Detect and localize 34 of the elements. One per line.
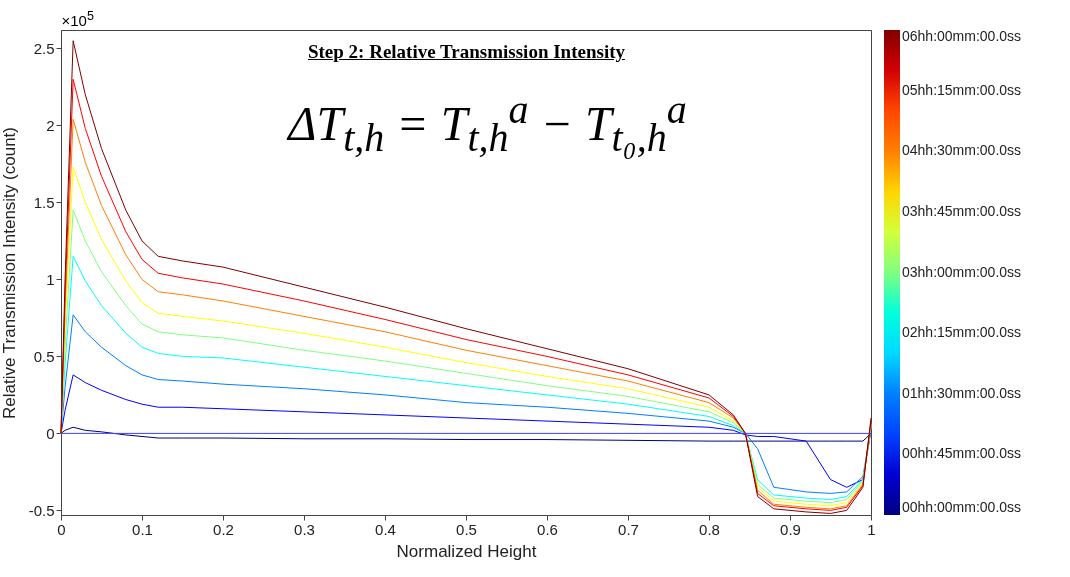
- x-tick-label: 0.5: [456, 520, 477, 538]
- color-bar-label: 06hh:00mm:00.0ss: [902, 28, 1022, 44]
- x-tick-label: 0.3: [294, 520, 315, 538]
- x-tick-label: 0.2: [213, 520, 234, 538]
- line-series: [60, 314, 872, 494]
- y-tick-label: -0.5: [28, 501, 55, 519]
- line-series: [60, 255, 872, 501]
- y-tick-label: 0: [46, 424, 55, 442]
- color-bar-label: 04hh:30mm:00.0ss: [902, 142, 1022, 159]
- x-tick-label: 0.7: [618, 520, 639, 538]
- color-bar-label: 03hh:00mm:00.0ss: [902, 263, 1022, 280]
- y-tick-label: 1.5: [33, 193, 55, 211]
- x-tick-label: 0.6: [537, 520, 558, 538]
- x-axis-title: Normalized Height: [396, 541, 537, 561]
- color-bar-label: 01hh:30mm:00.0ss: [902, 384, 1022, 401]
- text: ×10$^{5}$: [61, 8, 94, 29]
- line-series: [60, 374, 872, 488]
- x-tick-label: 0.4: [375, 520, 396, 538]
- x-tick-label: 0.1: [132, 520, 153, 538]
- x-tick-label: 1: [867, 520, 876, 538]
- y-tick-label: 2: [46, 116, 55, 134]
- color-bar-label: 00hh:00mm:00.0ss: [902, 499, 1022, 515]
- y-tick-label: 1: [46, 270, 55, 288]
- y-tick-label: 0.5: [33, 347, 55, 365]
- color-bar-label: 00hh:45mm:00.0ss: [902, 445, 1022, 462]
- y-tick-label: 2.5: [33, 39, 55, 57]
- x-tick-label: 0: [57, 520, 66, 538]
- text: Step 2: Relative Transmission Intensity: [306, 40, 626, 63]
- color-bar-label: 05hh:15mm:00.0ss: [902, 81, 1022, 98]
- x-tick-label: 0.9: [780, 520, 801, 538]
- x-tick-label: 0.8: [699, 520, 720, 538]
- color-bar-label: 02hh:15mm:00.0ss: [902, 324, 1022, 341]
- color-bar-label: 03hh:45mm:00.0ss: [902, 202, 1022, 219]
- y-axis-title: Relative Transmission Intensity (count): [0, 127, 19, 419]
